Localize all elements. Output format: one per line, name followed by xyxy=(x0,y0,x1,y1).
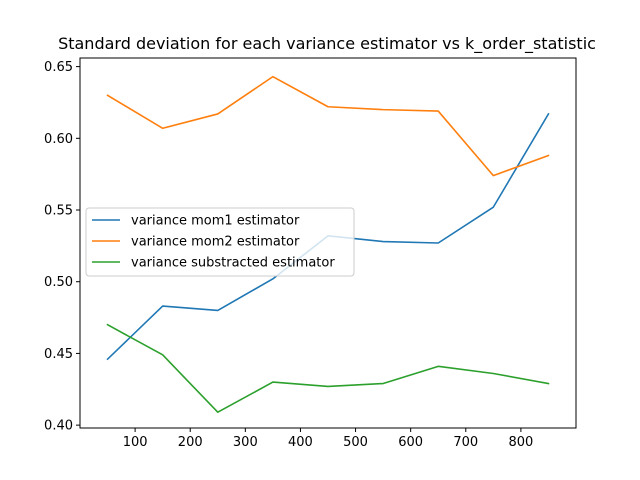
x-tick-label: 300 xyxy=(233,435,258,450)
y-tick-label: 0.45 xyxy=(44,347,73,362)
y-tick-label: 0.50 xyxy=(44,275,73,290)
y-tick-label: 0.55 xyxy=(44,204,73,219)
x-tick-label: 200 xyxy=(178,435,203,450)
legend-label-2: variance mom2 estimator xyxy=(131,235,300,250)
legend-box xyxy=(85,207,355,277)
series-line-3 xyxy=(106,323,550,414)
chart-title: Standard deviation for each variance est… xyxy=(58,34,596,54)
x-axis: 100 200 300 400 500 600 700 800 xyxy=(123,428,533,450)
x-tick-label: 800 xyxy=(508,435,533,450)
legend-label-1: variance mom1 estimator xyxy=(131,214,300,229)
x-tick-label: 500 xyxy=(343,435,368,450)
y-tick-label: 0.60 xyxy=(44,132,73,147)
y-axis: 0.40 0.45 0.50 0.55 0.60 0.65 xyxy=(44,60,80,434)
series-line-2 xyxy=(106,75,550,177)
legend-label-3: variance substracted estimator xyxy=(131,256,335,271)
legend: variance mom1 estimator variance mom2 est… xyxy=(85,207,355,277)
y-tick-label: 0.40 xyxy=(44,419,73,434)
y-tick-label: 0.65 xyxy=(44,60,73,75)
plot-frame xyxy=(79,57,577,429)
x-tick-label: 100 xyxy=(123,435,148,450)
x-tick-label: 400 xyxy=(288,435,313,450)
x-tick-label: 600 xyxy=(398,435,423,450)
x-tick-label: 700 xyxy=(453,435,478,450)
